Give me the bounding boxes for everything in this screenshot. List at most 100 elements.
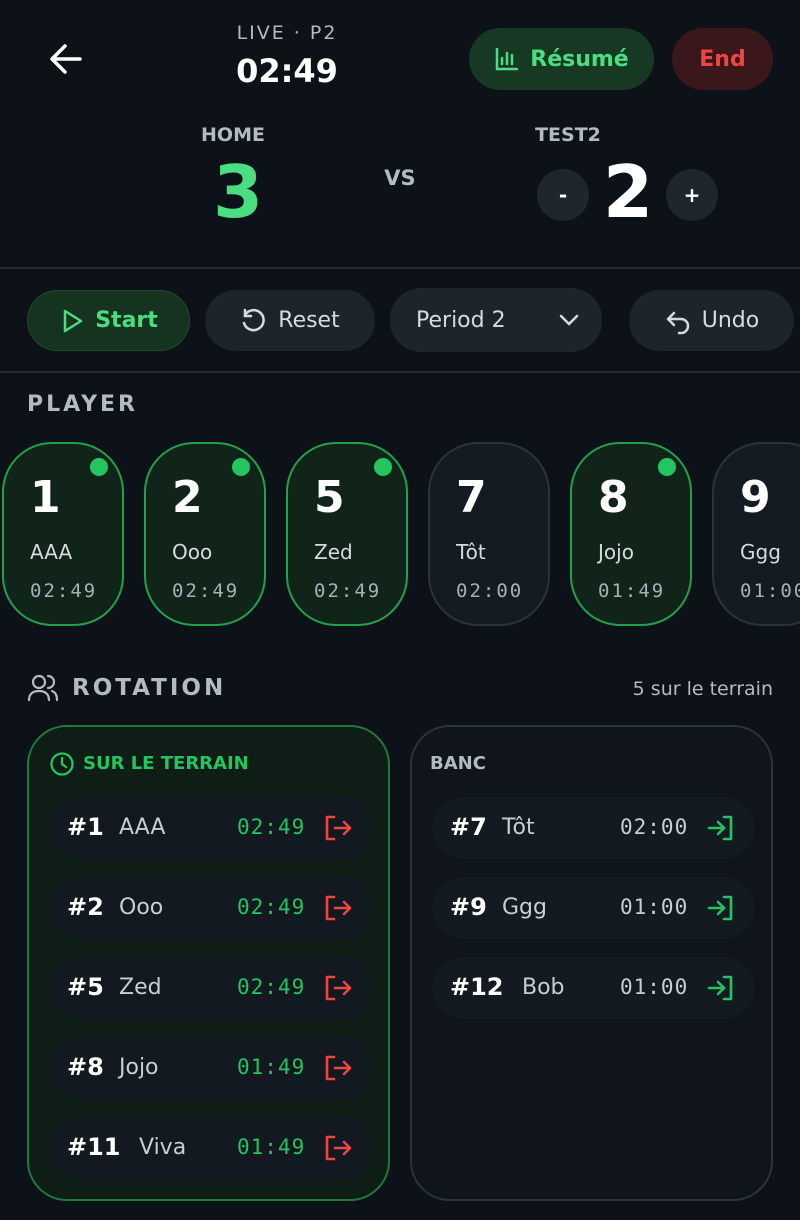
start-button[interactable]: Start — [27, 290, 190, 351]
roster-row: #12 Bob 01:00 — [432, 957, 755, 1019]
row-number: #5 — [67, 973, 104, 1001]
roster-row: #8 Jojo 01:49 — [49, 1037, 372, 1099]
match-clock: 02:49 — [236, 52, 338, 90]
player-name: Ggg — [740, 540, 781, 564]
undo-button[interactable]: Undo — [629, 290, 794, 351]
row-time: 01:00 — [620, 895, 689, 919]
roster-row: #11 Viva 01:49 — [49, 1117, 372, 1179]
minus-button[interactable]: - — [537, 169, 589, 221]
bench-panel: BANC #7 Tôt 02:00 #9 Ggg 01:00 #12 Bob 01:00 — [410, 725, 773, 1201]
player-number: 2 — [172, 472, 203, 523]
away-name: TEST2 — [535, 124, 601, 146]
player-card[interactable]: 5 Zed 02:49 — [286, 442, 408, 626]
row-name: AAA — [119, 815, 166, 840]
summary-label: Résumé — [530, 46, 629, 72]
active-dot — [232, 458, 250, 476]
row-time: 01:49 — [237, 1135, 306, 1159]
player-card[interactable]: 2 Ooo 02:49 — [144, 442, 266, 626]
end-label: End — [699, 46, 746, 72]
back-button[interactable] — [48, 42, 84, 76]
player-name: Zed — [314, 540, 353, 564]
end-button[interactable]: End — [672, 28, 773, 90]
row-time: 02:49 — [237, 815, 306, 839]
player-name: Jojo — [598, 540, 634, 564]
roster-row: #1 AAA 02:49 — [49, 797, 372, 859]
sub-out-button[interactable] — [323, 814, 353, 842]
roster-row: #7 Tôt 02:00 — [432, 797, 755, 859]
plus-button[interactable]: + — [666, 169, 718, 221]
player-time: 01:49 — [598, 580, 666, 602]
player-card[interactable]: 1 AAA 02:49 — [2, 442, 124, 626]
summary-button[interactable]: Résumé — [469, 28, 654, 90]
chevron-icon — [559, 314, 579, 326]
player-number: 9 — [740, 472, 771, 523]
row-time: 01:00 — [620, 975, 689, 999]
roster-row: #5 Zed 02:49 — [49, 957, 372, 1019]
row-name: Viva — [139, 1135, 187, 1160]
row-number: #7 — [450, 813, 487, 841]
row-number: #9 — [450, 893, 487, 921]
active-dot — [90, 458, 108, 476]
icon-path — [325, 975, 352, 1001]
match-status: LIVE · P2 — [236, 22, 338, 44]
row-time: 02:49 — [237, 975, 306, 999]
vs-label: VS — [384, 166, 416, 190]
row-name: Zed — [119, 975, 162, 1000]
divider — [0, 267, 800, 269]
home-score: 3 — [212, 150, 264, 234]
icon-path — [325, 1135, 352, 1161]
row-number: #11 — [67, 1133, 121, 1161]
player-time: 02:49 — [30, 580, 98, 602]
period-label: Period 2 — [416, 307, 506, 333]
row-number: #2 — [67, 893, 104, 921]
icon-path — [325, 1055, 352, 1081]
sub-out-button[interactable] — [323, 1134, 353, 1162]
active-dot — [374, 458, 392, 476]
sub-out-button[interactable] — [323, 894, 353, 922]
sub-in-button[interactable] — [706, 814, 736, 842]
reset-button[interactable]: Reset — [205, 290, 375, 351]
row-time: 02:00 — [620, 815, 689, 839]
undo-icon — [666, 311, 689, 334]
sub-out-button[interactable] — [323, 974, 353, 1002]
player-time: 02:49 — [172, 580, 240, 602]
row-name: Tôt — [502, 815, 535, 840]
sub-in-button[interactable] — [706, 894, 736, 922]
sub-in-button[interactable] — [706, 974, 736, 1002]
period-select[interactable]: Period 2 — [390, 288, 602, 352]
player-card[interactable]: 7 Tôt 02:00 — [428, 442, 550, 626]
player-time: 01:00 — [740, 580, 800, 602]
home-name: HOME — [201, 124, 265, 146]
row-name: Jojo — [119, 1055, 159, 1080]
reset-label: Reset — [278, 308, 340, 333]
player-time: 02:49 — [314, 580, 382, 602]
player-time: 02:00 — [456, 580, 524, 602]
player-card[interactable]: 8 Jojo 01:49 — [570, 442, 692, 626]
row-name: Ooo — [119, 895, 164, 920]
start-label: Start — [95, 308, 158, 333]
player-number: 1 — [30, 472, 61, 523]
bench-title: BANC — [430, 753, 486, 774]
player-name: Tôt — [456, 540, 486, 564]
plus-label: + — [683, 183, 701, 207]
on-field-panel: SUR LE TERRAIN #1 AAA 02:49 #2 Ooo 02:49 #5 Zed… — [27, 725, 390, 1201]
row-number: #1 — [67, 813, 104, 841]
sub-out-button[interactable] — [323, 1054, 353, 1082]
roster-row: #9 Ggg 01:00 — [432, 877, 755, 939]
icon-path — [707, 975, 733, 1001]
player-number: 8 — [598, 472, 629, 523]
rotation-title: ROTATION — [72, 675, 227, 701]
active-dot — [658, 458, 676, 476]
player-strip: 1 AAA 02:49 2 Ooo 02:49 5 Zed 02:49 7 Tôt 02:00 8 Joj… — [2, 442, 800, 626]
minus-label: - — [558, 183, 568, 207]
player-number: 7 — [456, 472, 487, 523]
icon-path — [325, 895, 352, 921]
reset-icon — [243, 308, 266, 331]
player-card[interactable]: 9 Ggg 01:00 — [712, 442, 800, 626]
roster-row: #2 Ooo 02:49 — [49, 877, 372, 939]
row-time: 01:49 — [237, 1055, 306, 1079]
row-name: Ggg — [502, 895, 547, 920]
player-name: AAA — [30, 540, 73, 564]
